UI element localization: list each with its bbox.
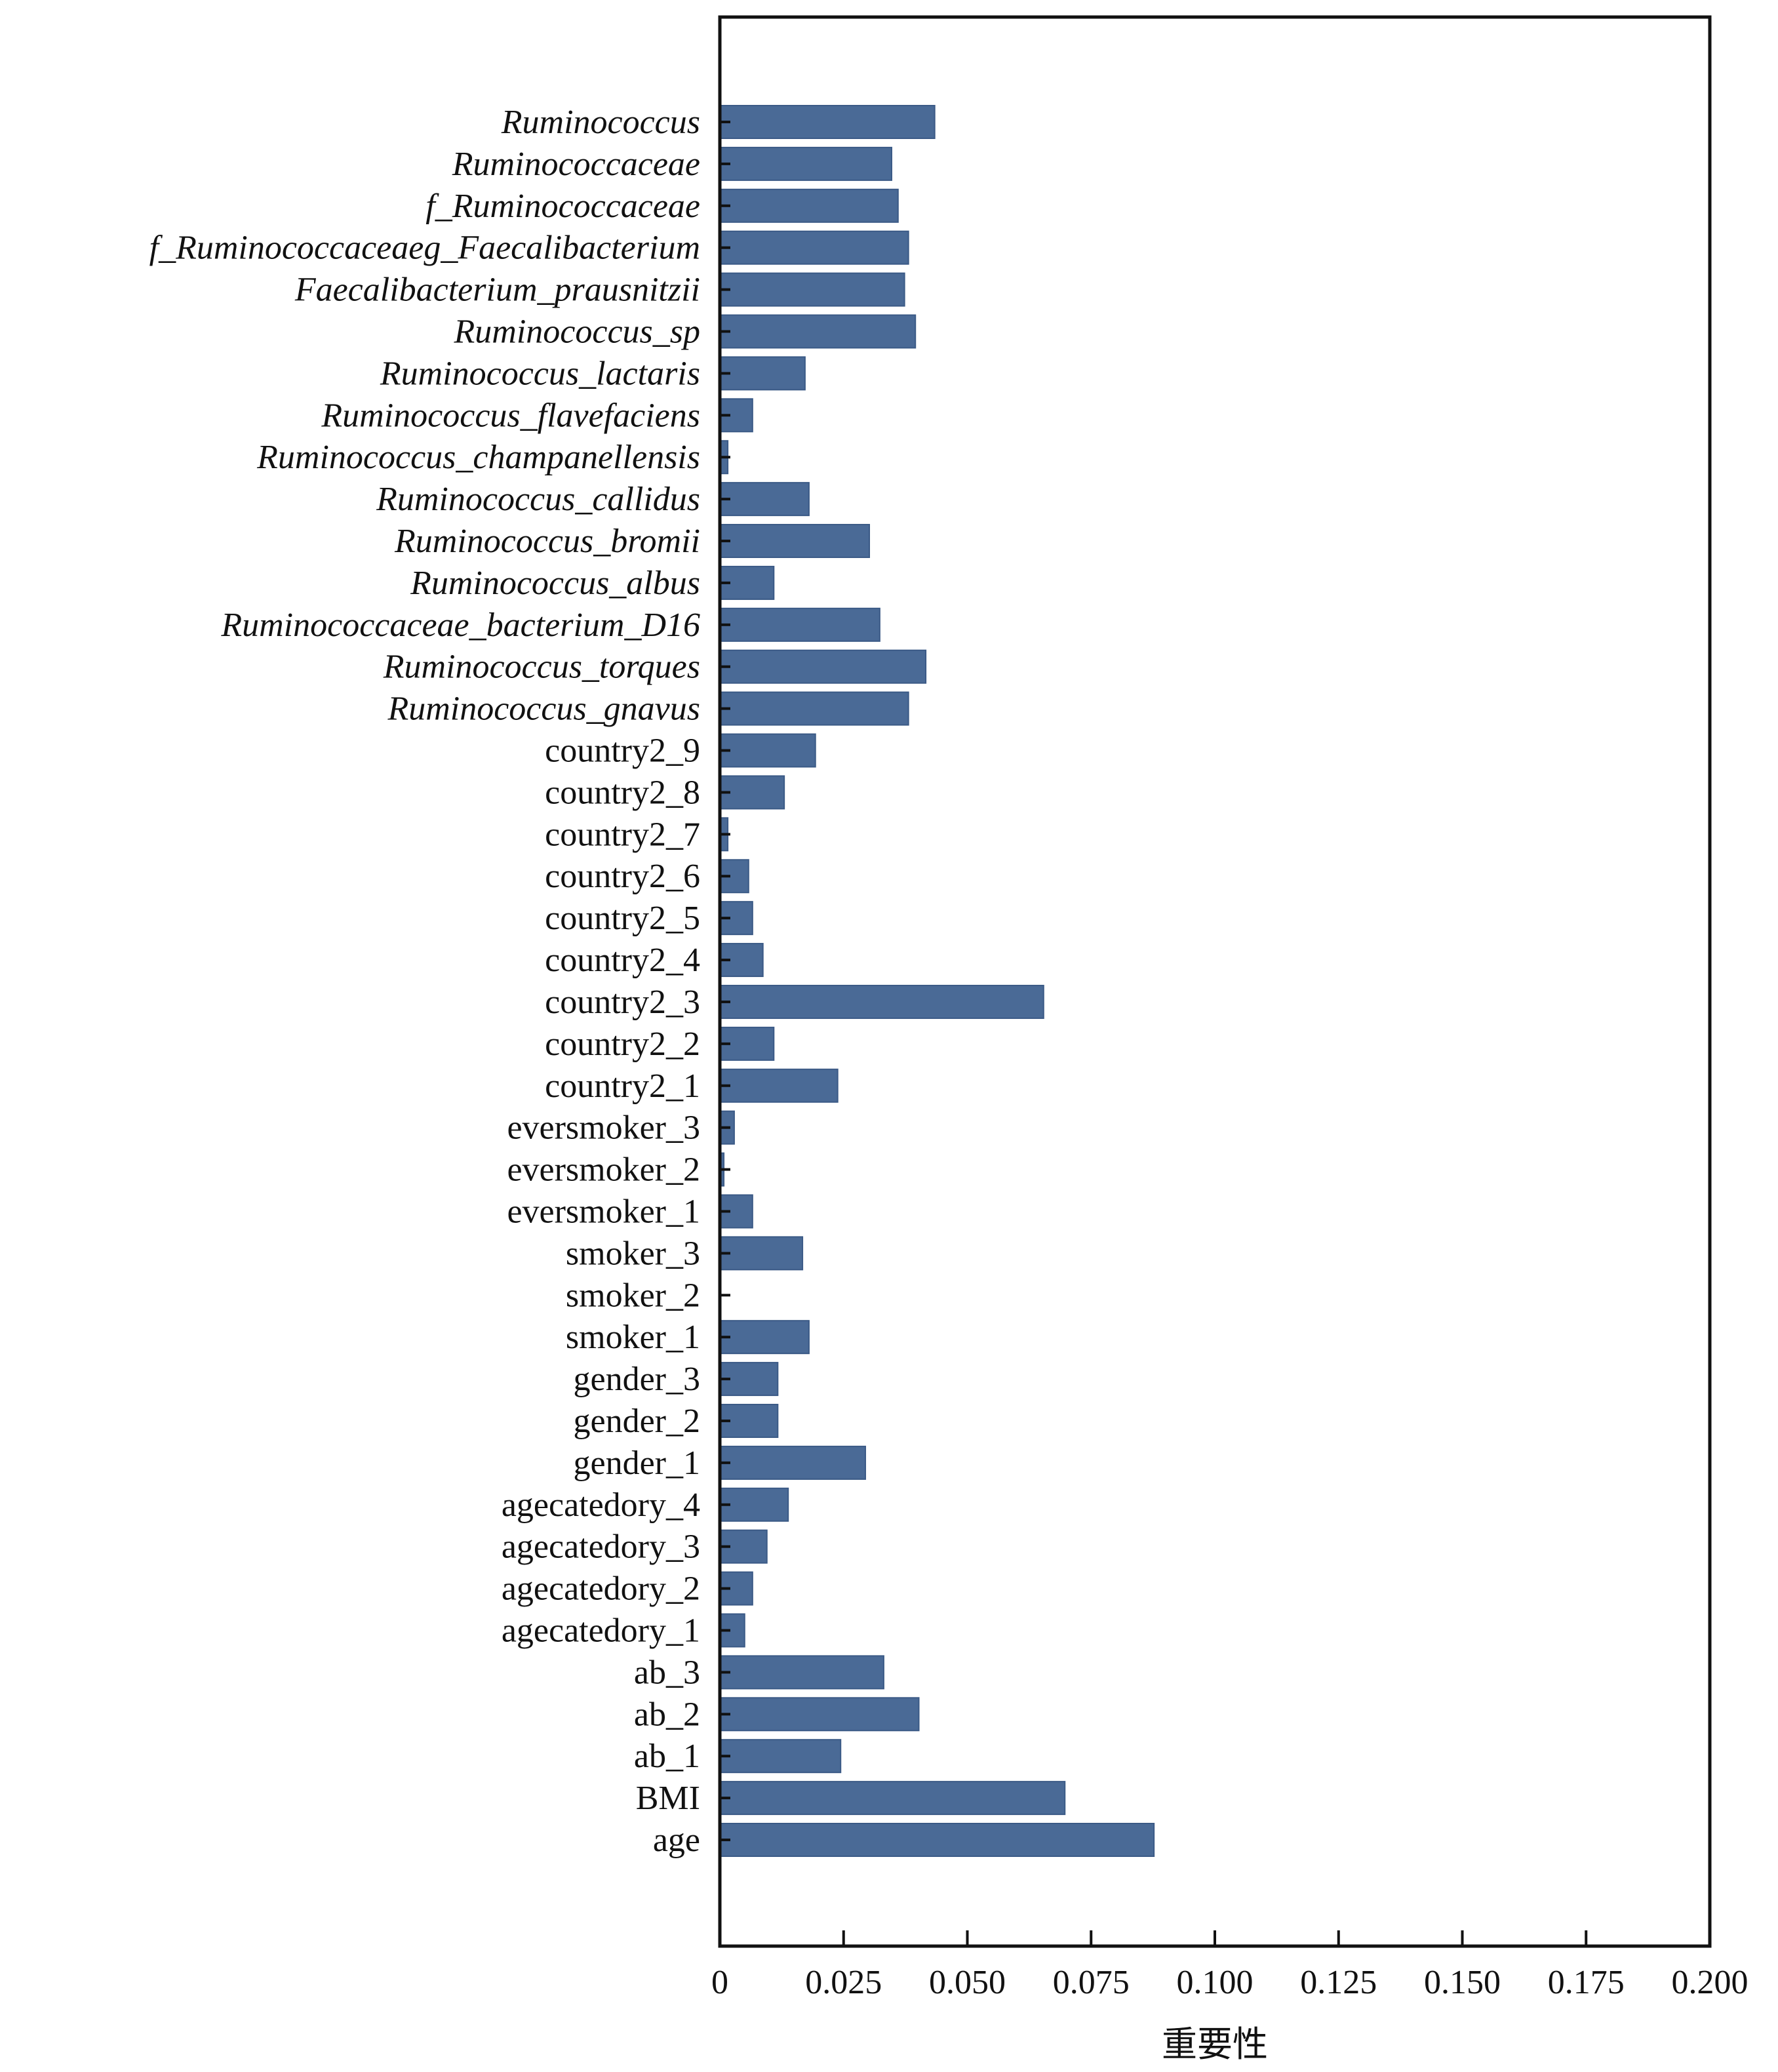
- y-tick-label: Ruminococcus_bromii: [394, 523, 700, 560]
- y-tick-label: country2_3: [545, 984, 700, 1021]
- bar: [719, 1068, 839, 1103]
- y-tick-label: country2_9: [545, 732, 700, 770]
- y-tick-label: country2_7: [545, 816, 700, 853]
- bar: [719, 1236, 804, 1271]
- bar: [719, 314, 917, 349]
- y-tick-label: eversmoker_1: [507, 1193, 700, 1230]
- y-tick-label: smoker_2: [566, 1277, 700, 1314]
- x-tick-label: 0: [711, 1964, 728, 2001]
- y-tick-labels: Ruminococcus Ruminococcaceae f_Ruminococca…: [149, 104, 700, 1859]
- x-tick-label: 0.200: [1672, 1964, 1748, 2001]
- y-tick-label: smoker_1: [566, 1319, 700, 1356]
- y-tick-label: Ruminococcus: [501, 104, 700, 141]
- bar: [719, 607, 880, 642]
- y-tick-label: ab_3: [634, 1654, 700, 1691]
- y-tick-label: country2_5: [545, 900, 700, 937]
- bar: [719, 188, 899, 223]
- y-tick-label: eversmoker_3: [507, 1109, 700, 1147]
- y-tick-label: Ruminococcaceae_bacterium_D16: [220, 607, 700, 644]
- bar: [719, 775, 785, 810]
- y-tick-label: agecatedory_2: [502, 1570, 700, 1608]
- bar: [719, 482, 810, 517]
- y-tick-label: f_Ruminococcaceae: [425, 188, 700, 225]
- bar: [719, 1362, 779, 1397]
- y-tick-label: Ruminococcus_sp: [454, 313, 700, 351]
- x-tick-label: 0.150: [1424, 1964, 1501, 2001]
- bar: [719, 1739, 842, 1774]
- x-tick-label: 0.025: [805, 1964, 882, 2001]
- x-tick-label: 0.175: [1548, 1964, 1625, 2001]
- bar: [719, 356, 806, 391]
- bars-group: [719, 105, 1155, 1857]
- y-tick-label: Ruminococcus_champanellensis: [256, 439, 700, 476]
- y-tick-label: country2_2: [545, 1026, 700, 1063]
- y-tick-label: Ruminococcus_lactaris: [380, 355, 700, 392]
- bar: [719, 230, 909, 265]
- y-tick-label: BMI: [636, 1780, 700, 1817]
- y-tick-label: agecatedory_4: [502, 1486, 700, 1524]
- y-tick-label: Ruminococcus_albus: [410, 565, 700, 602]
- bar: [719, 146, 892, 181]
- y-tick-label: ab_2: [634, 1696, 700, 1733]
- bar: [719, 1697, 920, 1732]
- y-tick-label: gender_3: [574, 1361, 700, 1398]
- y-tick-label: country2_4: [545, 942, 700, 979]
- bar: [719, 1445, 866, 1480]
- x-tick-label: 0.125: [1300, 1964, 1377, 2001]
- bar: [719, 733, 816, 768]
- bar: [719, 1655, 884, 1690]
- bar: [719, 1823, 1155, 1857]
- bar: [719, 984, 1044, 1019]
- y-tick-label: eversmoker_2: [507, 1151, 700, 1189]
- y-tick-label: country2_8: [545, 774, 700, 811]
- x-tick-label: 0.075: [1053, 1964, 1130, 2001]
- x-tick-label: 0.050: [929, 1964, 1006, 2001]
- plot-frame: [718, 15, 1712, 1948]
- y-tick-label: ab_1: [634, 1738, 700, 1775]
- y-tick-label: Ruminococcus_flavefaciens: [321, 397, 700, 434]
- y-tick-label: agecatedory_3: [502, 1528, 700, 1566]
- x-axis: 0 0.025 0.050 0.075 0.100 0.125 0.150 0.175 0.20…: [711, 1930, 1748, 2001]
- bar: [719, 1781, 1066, 1816]
- y-tick-label: age: [653, 1822, 700, 1859]
- bar: [719, 524, 871, 559]
- y-tick-label: gender_1: [574, 1444, 700, 1482]
- bar: [719, 105, 936, 139]
- bar: [719, 691, 909, 726]
- y-tick-label: Ruminococcus_gnavus: [387, 690, 700, 728]
- bar: [719, 649, 927, 684]
- y-tick-label: Faecalibacterium_prausnitzii: [294, 271, 700, 309]
- y-tick-label: f_Ruminococcaceaeg_Faecalibacterium: [149, 229, 700, 267]
- y-tick-label: agecatedory_1: [502, 1612, 700, 1649]
- x-axis-label: 重要性: [1162, 2025, 1268, 2064]
- y-tick-label: gender_2: [574, 1403, 700, 1440]
- y-tick-label: Ruminococcaceae: [452, 146, 700, 183]
- y-tick-label: Ruminococcus_torques: [383, 648, 700, 686]
- y-tick-label: smoker_3: [566, 1235, 700, 1272]
- y-tick-label: Ruminococcus_callidus: [376, 481, 700, 518]
- bar: [719, 1487, 789, 1522]
- y-tick-label: country2_6: [545, 858, 700, 895]
- x-tick-label: 0.100: [1177, 1964, 1254, 2001]
- y-tick-label: country2_1: [545, 1067, 700, 1105]
- bar: [719, 1320, 810, 1355]
- bar: [719, 272, 905, 307]
